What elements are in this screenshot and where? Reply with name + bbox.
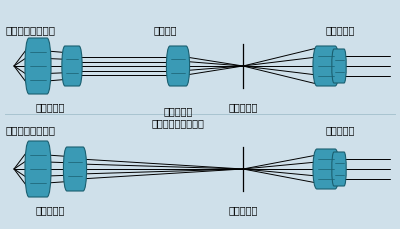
Text: 対物レンズ: 対物レンズ [35, 101, 65, 112]
Text: 中間像位置: 中間像位置 [228, 101, 258, 112]
Text: 接眼レンズ: 接眼レンズ [325, 124, 355, 134]
PathPatch shape [25, 141, 51, 197]
PathPatch shape [64, 147, 87, 191]
PathPatch shape [166, 47, 190, 87]
PathPatch shape [313, 149, 339, 189]
Text: 対物レンズ: 対物レンズ [35, 204, 65, 214]
PathPatch shape [25, 39, 51, 95]
PathPatch shape [62, 47, 82, 87]
Text: 有限遠補正光学系: 有限遠補正光学系 [5, 124, 55, 134]
PathPatch shape [313, 47, 339, 87]
Text: 結像レンズ
（チューブレンズ）: 結像レンズ （チューブレンズ） [152, 106, 204, 128]
PathPatch shape [332, 50, 346, 84]
Text: 無限遠補正光学系: 無限遠補正光学系 [5, 25, 55, 35]
Text: 接眼レンズ: 接眼レンズ [325, 25, 355, 35]
Text: 中間像位置: 中間像位置 [228, 204, 258, 214]
PathPatch shape [332, 152, 346, 186]
Text: 平行光線: 平行光線 [153, 25, 177, 35]
